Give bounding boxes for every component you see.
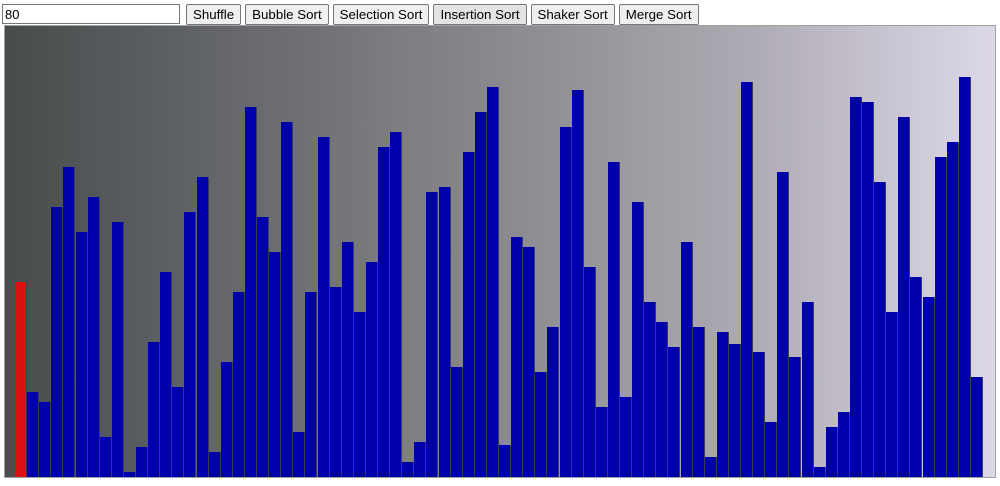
- bar-highlighted: [15, 282, 27, 477]
- bar: [402, 462, 415, 477]
- bar: [970, 377, 983, 477]
- bar: [196, 176, 209, 477]
- bar: [571, 89, 584, 477]
- bar: [438, 187, 451, 477]
- bar-container: [5, 26, 995, 477]
- bar: [801, 301, 814, 477]
- array-size-input[interactable]: [2, 4, 180, 24]
- bar: [450, 367, 463, 477]
- bar: [716, 332, 729, 477]
- bar: [160, 271, 173, 477]
- bar: [547, 327, 560, 477]
- bar: [632, 202, 645, 477]
- shuffle-button[interactable]: Shuffle: [186, 3, 242, 25]
- bar: [849, 97, 862, 477]
- bubble-sort-button[interactable]: Bubble Sort: [245, 3, 329, 25]
- bar: [898, 117, 911, 477]
- bar: [765, 422, 778, 477]
- bar: [704, 457, 717, 477]
- bar: [184, 211, 197, 477]
- bar: [75, 232, 88, 477]
- bar: [862, 102, 874, 477]
- bar: [583, 266, 596, 477]
- shaker-sort-button[interactable]: Shaker Sort: [530, 3, 615, 25]
- bar: [620, 396, 632, 477]
- bar: [910, 277, 923, 477]
- bar: [293, 432, 306, 477]
- bar: [753, 351, 766, 477]
- bar: [39, 401, 52, 477]
- bar: [741, 81, 753, 477]
- bar: [281, 121, 294, 477]
- bar: [63, 166, 76, 477]
- bar: [462, 152, 475, 477]
- bar: [644, 301, 657, 477]
- bar: [499, 444, 511, 477]
- bar: [244, 107, 257, 477]
- selection-sort-button[interactable]: Selection Sort: [332, 3, 430, 25]
- bar: [220, 361, 233, 477]
- bar: [269, 252, 282, 477]
- bar: [668, 347, 681, 477]
- bar: [51, 207, 64, 477]
- bar: [486, 86, 499, 477]
- bar: [813, 467, 826, 477]
- bar: [825, 427, 838, 477]
- bar: [680, 242, 693, 477]
- bar: [99, 436, 112, 477]
- bar: [656, 322, 669, 477]
- bar: [692, 327, 705, 477]
- bar: [958, 76, 971, 477]
- bar: [607, 162, 620, 477]
- bar: [426, 192, 439, 477]
- bar: [208, 451, 221, 477]
- bar: [136, 446, 148, 477]
- bar: [111, 221, 124, 477]
- bar: [837, 412, 850, 477]
- bar: [27, 392, 40, 477]
- bar: [305, 292, 318, 477]
- bar: [559, 126, 572, 477]
- bar: [728, 343, 741, 477]
- bar: [474, 112, 487, 477]
- bar: [874, 181, 887, 477]
- bar: [946, 142, 959, 477]
- toolbar: Shuffle Bubble Sort Selection Sort Inser…: [2, 3, 699, 25]
- bar: [353, 311, 366, 477]
- insertion-sort-button[interactable]: Insertion Sort: [433, 3, 527, 25]
- bar: [523, 247, 536, 477]
- bar: [934, 157, 947, 477]
- bar: [123, 472, 136, 477]
- bar: [148, 342, 161, 477]
- bar: [365, 261, 378, 477]
- bar: [777, 171, 790, 477]
- bar: [232, 292, 245, 477]
- bar: [922, 297, 935, 477]
- bar: [378, 147, 390, 477]
- bar: [341, 242, 354, 477]
- sort-visualization-canvas: [4, 25, 996, 478]
- bar: [789, 356, 802, 477]
- bar: [257, 216, 269, 477]
- bar: [414, 441, 427, 477]
- bar: [535, 372, 548, 477]
- bar: [87, 197, 100, 477]
- bar: [595, 406, 608, 477]
- bar: [886, 311, 899, 477]
- bar: [329, 287, 342, 477]
- bar: [172, 387, 185, 477]
- merge-sort-button[interactable]: Merge Sort: [618, 3, 699, 25]
- bar: [390, 131, 403, 477]
- bar: [317, 136, 330, 477]
- bar: [511, 237, 524, 477]
